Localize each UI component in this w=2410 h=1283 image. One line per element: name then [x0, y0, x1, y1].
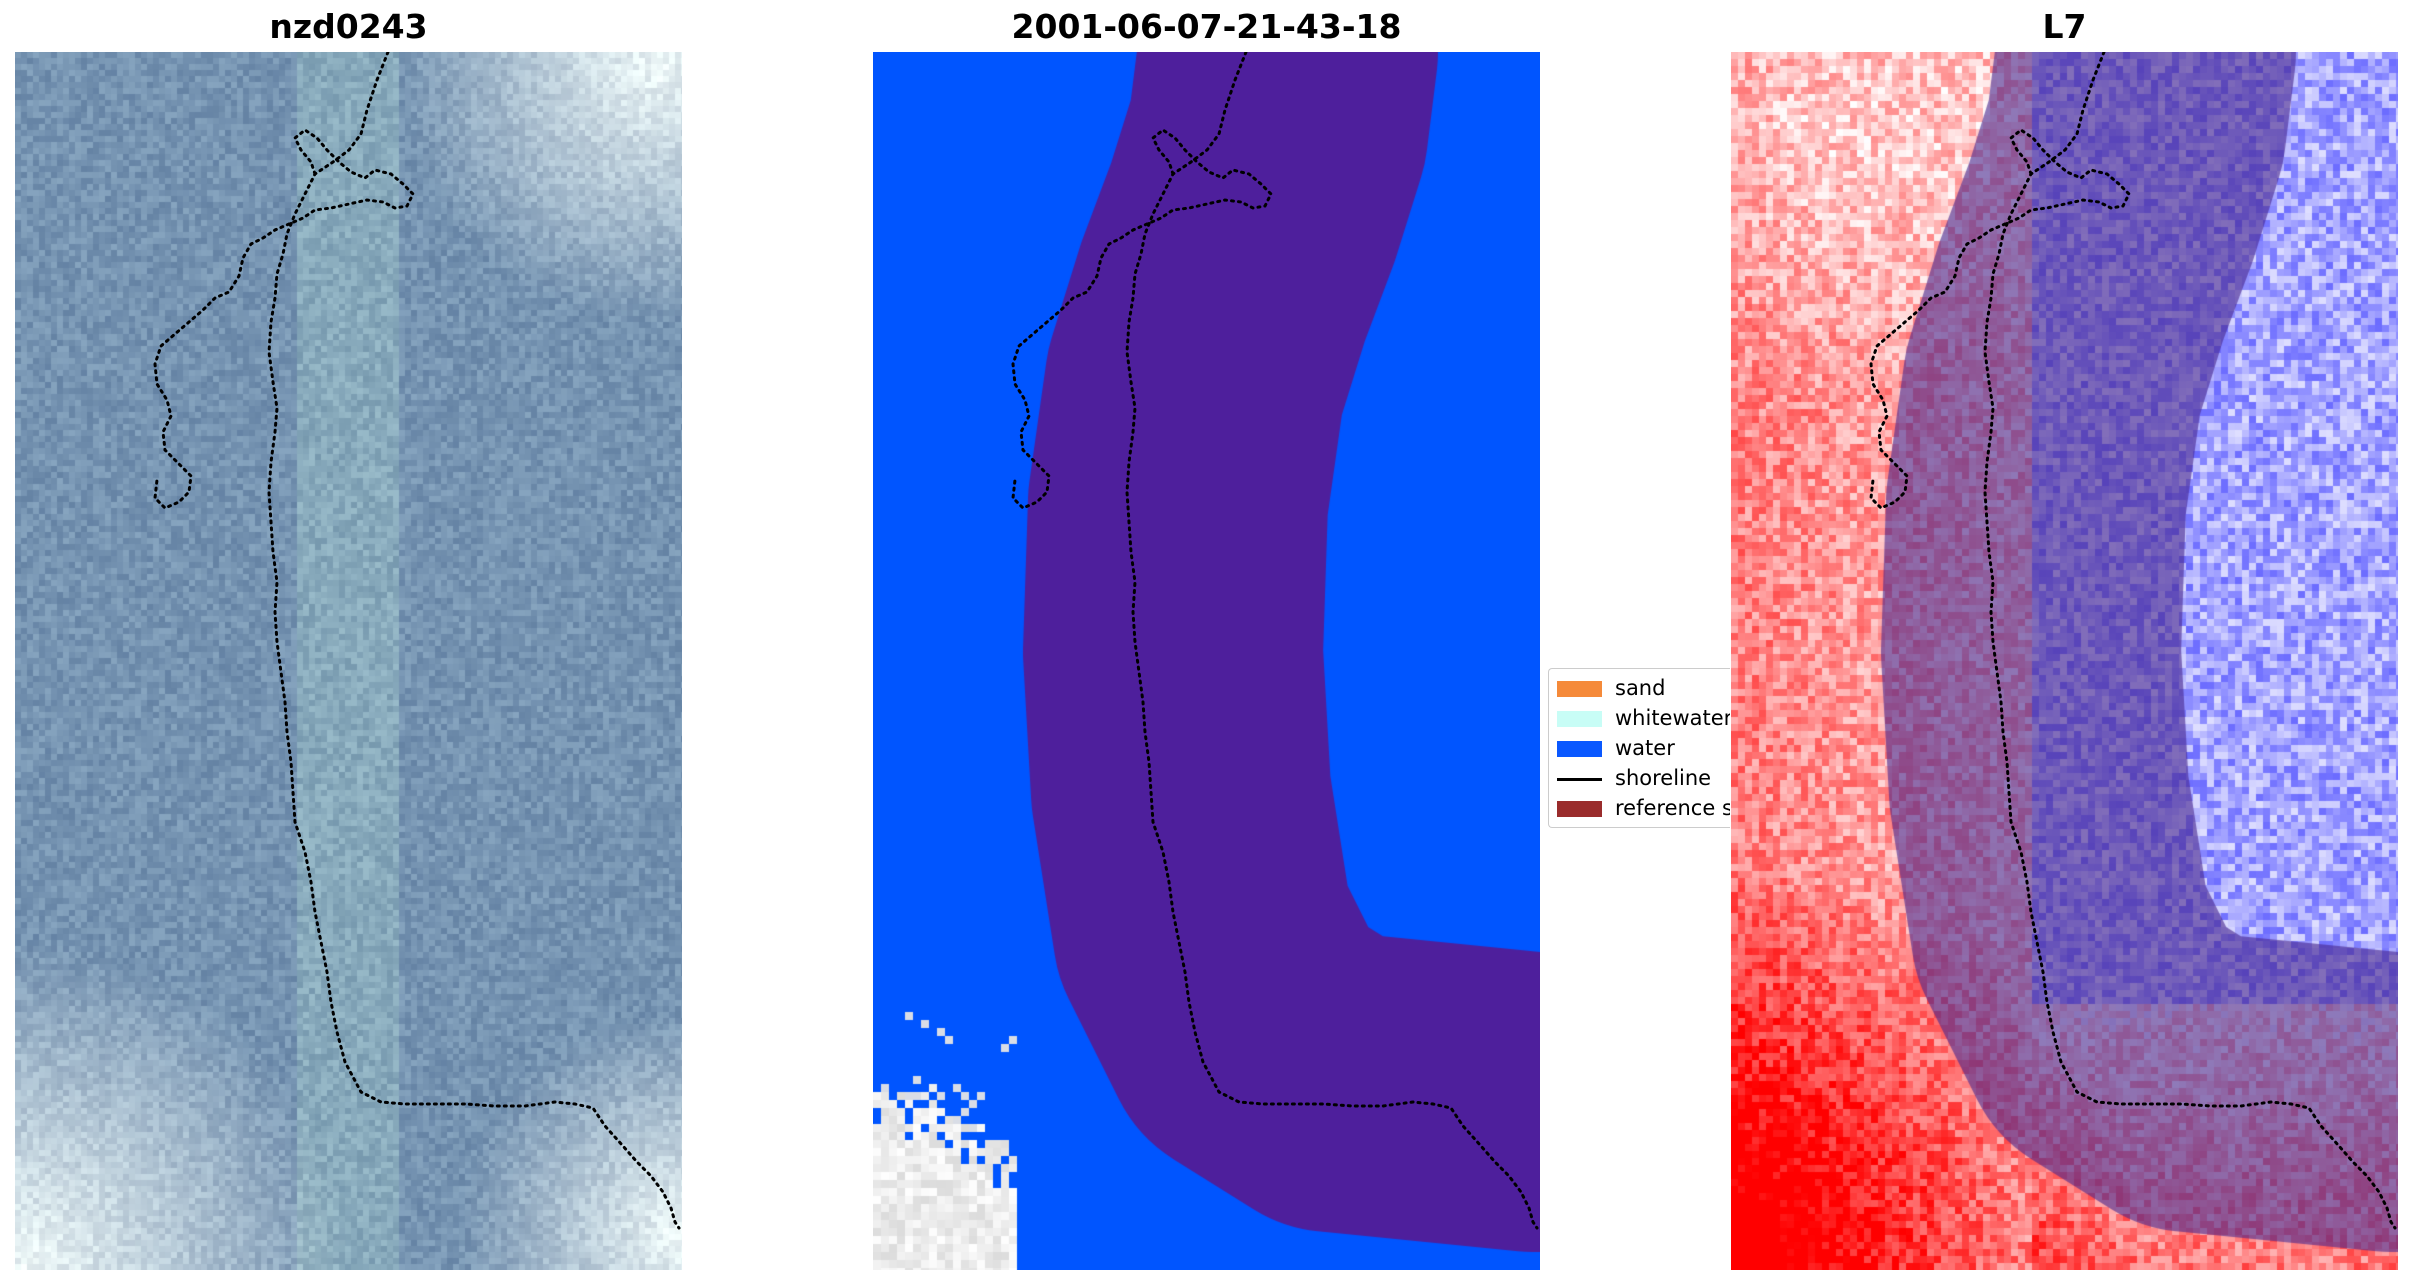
legend-swatch-water [1557, 741, 1602, 757]
legend-item-whitewater: whitewater [1549, 703, 1730, 733]
shoreline-overlay-classification [1011, 52, 1539, 1230]
panel-title-classification: 2001-06-07-21-43-18 [1011, 7, 1402, 46]
legend-item-reference-buffer: reference shoreline buffer [1549, 793, 1730, 823]
index-panel [1731, 52, 2398, 1270]
legend-swatch-sand [1557, 681, 1602, 697]
classification-panel [873, 52, 1540, 1270]
legend-item-shoreline: shoreline [1549, 763, 1730, 793]
shoreline-trace [1983, 52, 2397, 1230]
legend-swatch-whitewater [1557, 711, 1602, 727]
panel-title-index: L7 [2042, 7, 2087, 46]
legend-label: reference shoreline buffer [1615, 796, 1730, 820]
shoreline-trace-branch [153, 128, 415, 510]
shoreline-overlay-index [1869, 52, 2397, 1230]
legend-line-shoreline [1557, 778, 1602, 781]
legend-label: shoreline [1615, 766, 1712, 790]
legend-label: water [1615, 736, 1675, 760]
rgb-image-panel [15, 52, 682, 1270]
legend-swatch-reference-buffer [1557, 801, 1602, 817]
shoreline-overlay-rgb [153, 52, 681, 1230]
panel-title-rgb: nzd0243 [269, 7, 428, 46]
shoreline-trace [267, 52, 681, 1230]
shoreline-trace [1125, 52, 1539, 1230]
shoreline-trace-branch [1011, 128, 1273, 510]
legend: sand whitewater water shoreline referenc… [1548, 668, 1730, 828]
legend-item-sand: sand [1549, 673, 1730, 703]
legend-item-water: water [1549, 733, 1730, 763]
legend-label: whitewater [1615, 706, 1730, 730]
shoreline-trace-branch [1869, 128, 2131, 510]
legend-label: sand [1615, 676, 1666, 700]
